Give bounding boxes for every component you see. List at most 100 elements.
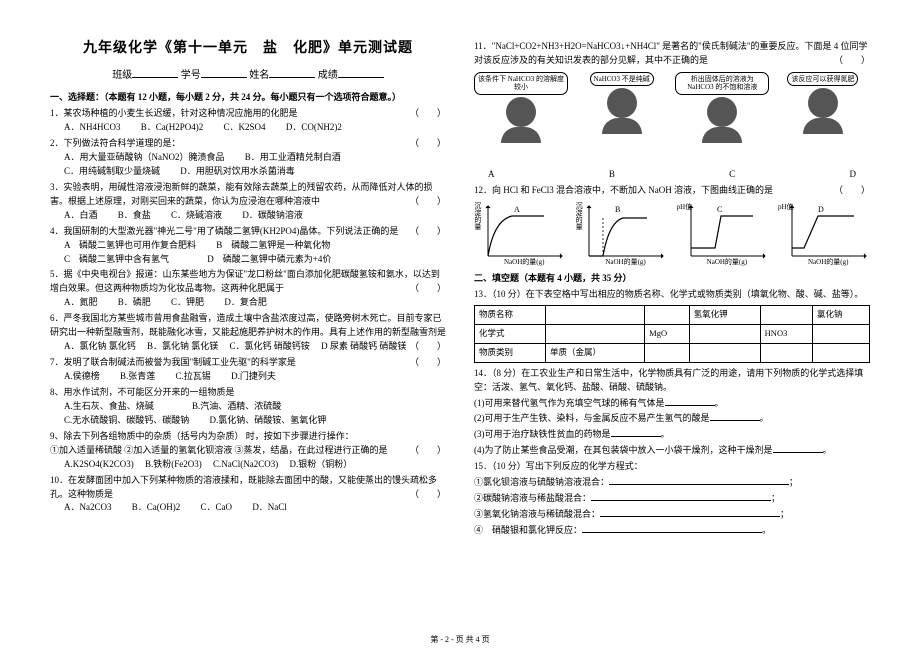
- q4-b[interactable]: B 磷酸二氢钾是一种氧化物: [216, 240, 330, 250]
- blank-class[interactable]: [132, 66, 178, 78]
- q11-label-d[interactable]: D: [849, 168, 856, 182]
- q12-blank[interactable]: （ ）: [834, 184, 870, 198]
- q7-b[interactable]: B.张青莲: [120, 371, 155, 381]
- q3-b[interactable]: B．食盐: [118, 210, 151, 220]
- q8-d[interactable]: D.氯化钠、硝酸铵、氢氧化钾: [210, 415, 327, 425]
- q10-blank[interactable]: （ ）: [410, 488, 446, 502]
- q10-b[interactable]: B．Ca(OH)2: [132, 502, 181, 512]
- q9-blank[interactable]: （ ）: [410, 444, 446, 458]
- q6-d[interactable]: D 尿素 硝酸钙 硝酸镁: [321, 341, 406, 351]
- q1-c[interactable]: C．K2SO4: [224, 122, 266, 132]
- label-score: 成绩: [318, 70, 338, 81]
- q1-b[interactable]: B．Ca(H2PO4)2: [141, 122, 204, 132]
- q4-a[interactable]: A 磷酸二氢钾也可用作复合肥料: [64, 240, 196, 250]
- q1-blank[interactable]: （ ）: [410, 107, 446, 121]
- q3-a[interactable]: A．白酒: [64, 210, 98, 220]
- graph-c-xlab: NaOH的量(g): [707, 257, 747, 268]
- q1-a[interactable]: A．NH4HCO3: [64, 122, 121, 132]
- q15-blank2[interactable]: [591, 490, 771, 501]
- q5-a[interactable]: A．氮肥: [64, 297, 98, 307]
- cell[interactable]: [689, 324, 760, 343]
- q5-b[interactable]: B．磷肥: [118, 297, 151, 307]
- q12: 12．向 HCl 和 FeCl3 混合溶液中，不断加入 NaOH 溶液，下图曲线…: [474, 184, 870, 198]
- q15-blank3[interactable]: [600, 506, 780, 517]
- q2-c[interactable]: C．用纯碱制取少量烧碱: [64, 166, 160, 176]
- q6-stem: 6．严冬我国北方某些城市曾用食盐融雪，造成土壤中含盐浓度过高，使路旁树木死亡。目…: [50, 313, 446, 337]
- q10-c[interactable]: C．CaO: [201, 502, 233, 512]
- q15-blank1[interactable]: [609, 474, 789, 485]
- graph-b[interactable]: B 沉淀的量 NaOH的量(g): [575, 200, 667, 266]
- q9-b[interactable]: B.铁粉(Fe2O3): [145, 459, 202, 469]
- q4-blank[interactable]: （ ）: [410, 225, 446, 239]
- bubble-b: NaHCO3 不是纯碱: [590, 72, 654, 86]
- cell[interactable]: [645, 305, 690, 324]
- graph-a[interactable]: A 沉淀的量 NaOH的量(g): [474, 200, 566, 266]
- cell[interactable]: [546, 305, 645, 324]
- q5-c[interactable]: C．钾肥: [171, 297, 204, 307]
- q2-d[interactable]: D．用胆矾对饮用水杀菌消毒: [180, 166, 295, 176]
- q11-label-b[interactable]: B: [609, 168, 615, 182]
- q7-d[interactable]: D.门捷列夫: [231, 371, 276, 381]
- blank-id[interactable]: [201, 66, 247, 78]
- q1-stem: 1．某农场种植的小麦生长迟缓，针对这种情况应施用的化肥是: [50, 108, 298, 118]
- q7-c[interactable]: C.拉瓦锡: [176, 371, 211, 381]
- q8-a[interactable]: A.生石灰、食盐、烧碱: [64, 401, 154, 411]
- cell[interactable]: [812, 324, 869, 343]
- cell[interactable]: [689, 343, 760, 362]
- q2-b[interactable]: B．用工业酒精兑制白酒: [245, 152, 341, 162]
- q11-label-c[interactable]: C: [729, 168, 735, 182]
- q14-blank2[interactable]: [710, 410, 760, 421]
- cell[interactable]: [812, 343, 869, 362]
- q9-a[interactable]: A.K2SO4(K2CO3): [64, 459, 134, 469]
- graph-d[interactable]: D pH值 NaOH的量(g): [778, 200, 870, 266]
- q6-c[interactable]: C．氯化钙 硝酸钙铵: [230, 341, 310, 351]
- cell[interactable]: [645, 343, 690, 362]
- q7-a[interactable]: A.侯德榜: [64, 371, 100, 381]
- q10-stem: 10．在发酵面团中加入下列某种物质的溶液揉和，既能除去面团中的酸，又能使蒸出的馒…: [50, 475, 437, 499]
- section-a-head: 一、选择题：（本题有 12 小题，每小题 2 分，共 24 分。每小题只有一个选…: [50, 91, 446, 105]
- q5-d[interactable]: D．复合肥: [224, 297, 267, 307]
- q7: 7．发明了联合制碱法而被誉为我国"制碱工业先驱"的科学家是（ ） A.侯德榜 B…: [50, 356, 446, 384]
- q14-l1: (1)可用来替代氢气作为充填空气球的稀有气体是: [474, 398, 665, 408]
- cell[interactable]: [760, 343, 812, 362]
- q5-blank[interactable]: （ ）: [410, 282, 446, 296]
- q8-b[interactable]: B.汽油、酒精、浓硫酸: [192, 401, 281, 411]
- q9-c[interactable]: C.NaCl(Na2CO3): [213, 459, 278, 469]
- q6-a[interactable]: A．氯化钠 氯化钙: [64, 341, 136, 351]
- cell[interactable]: [760, 305, 812, 324]
- q6-blank[interactable]: （ ）: [410, 340, 446, 354]
- q9-d[interactable]: D.银粉（铜粉）: [290, 459, 353, 469]
- q4-d[interactable]: D 磷酸二氢钾中磷元素为+4价: [207, 254, 331, 264]
- q7-blank[interactable]: （ ）: [410, 356, 446, 370]
- q14-blank1[interactable]: [665, 395, 715, 406]
- q11-label-a[interactable]: A: [488, 168, 495, 182]
- q10-d[interactable]: D．NaCl: [252, 502, 287, 512]
- q11-blank[interactable]: （ ）: [834, 54, 870, 68]
- blank-name[interactable]: [269, 66, 315, 78]
- q3-blank[interactable]: （ ）: [410, 195, 446, 209]
- q4-c[interactable]: C 磷酸二氢钾中含有氢气: [64, 254, 169, 264]
- body-icon: [702, 127, 742, 143]
- q15-blank4[interactable]: [582, 522, 762, 533]
- left-column: 九年级化学《第十一单元 盐 化肥》单元测试题 班级 学号 姓名 成绩 一、选择题…: [50, 38, 446, 631]
- cell[interactable]: [546, 324, 645, 343]
- body-icon: [602, 118, 642, 134]
- graph-b-ylab: 沉淀的量: [573, 202, 584, 230]
- q8-c[interactable]: C.无水硫酸铜、碳酸钙、碳酸钠: [64, 415, 189, 425]
- q3-c[interactable]: C．烧碱溶液: [171, 210, 222, 220]
- q11: 11．"NaCl+CO2+NH3+H2O=NaHCO3↓+NH4Cl" 是著名的…: [474, 40, 870, 68]
- q2-a[interactable]: A．用大量亚硝酸钠（NaNO2）腌渍食品: [64, 152, 225, 162]
- q15-stem: 15．（10 分）写出下列反应的化学方程式：: [474, 461, 643, 471]
- q4-stem: 4．我国研制的大型激光器"神光二号"用了磷酸二氢钾(KH2PO4)晶体。下列说法…: [50, 226, 398, 236]
- q3-stem: 3．实验表明，用碱性溶液浸泡新鲜的蔬菜，能有效除去蔬菜上的残留农药，从而降低对人…: [50, 182, 433, 206]
- q6-b[interactable]: B．氯化钠 氯化镁: [147, 341, 218, 351]
- q14-blank4[interactable]: [773, 442, 823, 453]
- q14-blank3[interactable]: [611, 426, 661, 437]
- q3-d[interactable]: D．碳酸钠溶液: [242, 210, 303, 220]
- graph-c[interactable]: C pH值 NaOH的量(g): [677, 200, 769, 266]
- q2-blank[interactable]: （ ）: [410, 137, 446, 151]
- q8-opts: A.生石灰、食盐、烧碱 B.汽油、酒精、浓硫酸 C.无水硫酸铜、碳酸钙、碳酸钠 …: [50, 400, 446, 428]
- blank-score[interactable]: [338, 66, 384, 78]
- q10-a[interactable]: A．Na2CO3: [64, 502, 112, 512]
- q1-d[interactable]: D．CO(NH2)2: [286, 122, 342, 132]
